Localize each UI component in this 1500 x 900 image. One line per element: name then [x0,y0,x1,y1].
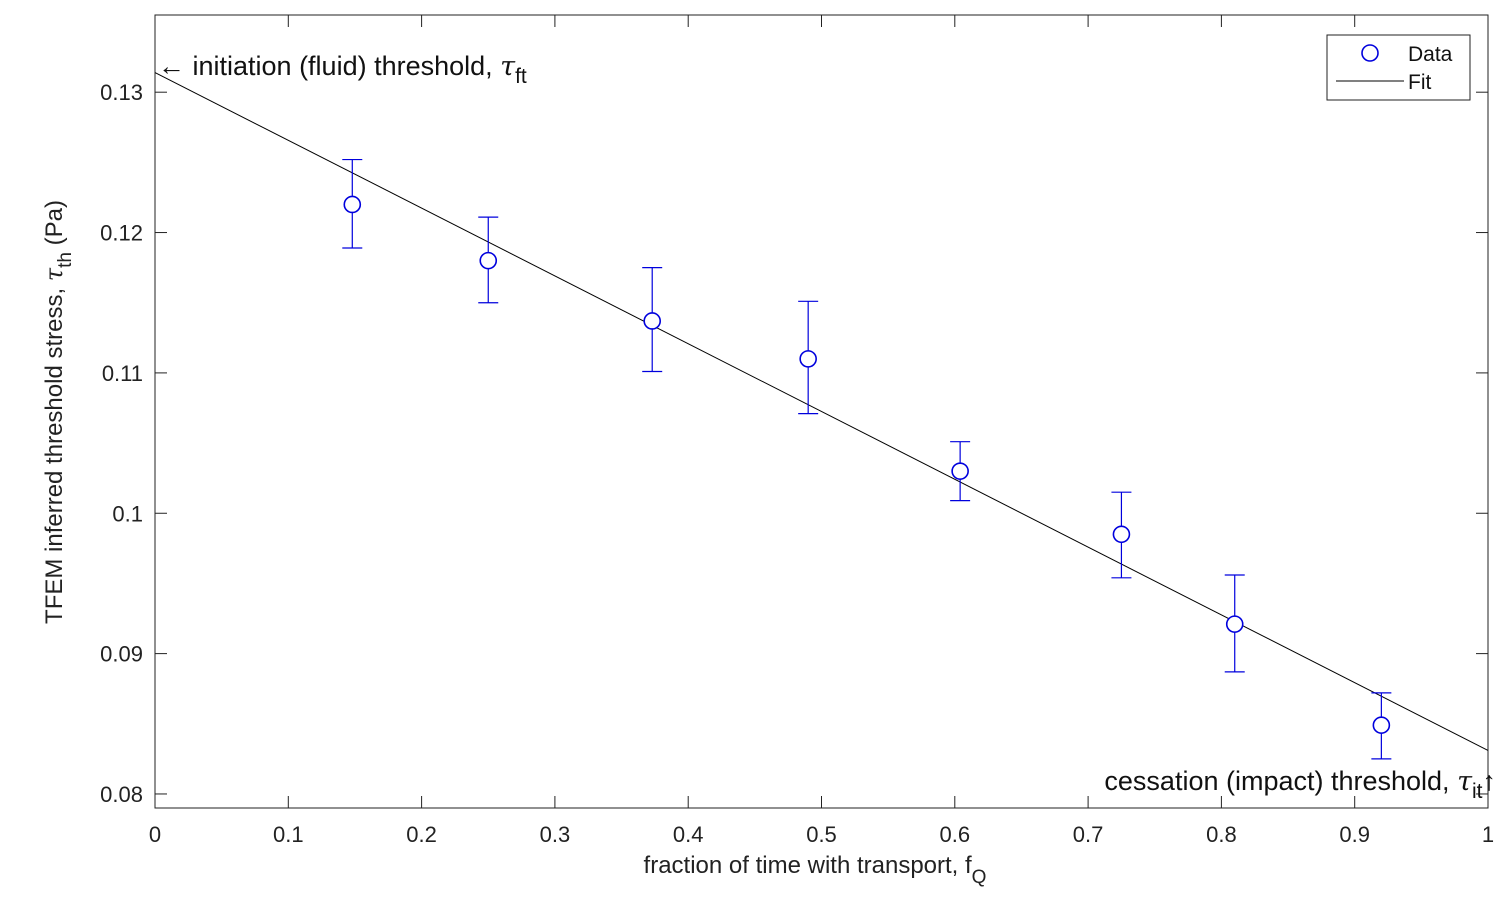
data-point [643,312,662,330]
x-tick-label: 0.5 [806,822,837,847]
x-tick-label: 0.7 [1073,822,1104,847]
data-point [1225,615,1244,633]
y-tick-label: 0.08 [100,782,143,807]
fit-line [154,72,1489,751]
x-tick-label: 0.9 [1339,822,1370,847]
axis-ticks [154,15,1489,808]
x-tick-label: 0.6 [940,822,971,847]
y-axis-label: TFEM inferred threshold stress, τth (Pa) [40,200,76,624]
data-point [951,462,969,480]
legend-fit-label: Fit [1408,71,1431,94]
x-tick-label: 0.1 [273,822,304,847]
fit-layer [154,72,1489,751]
annotation-impact-threshold: cessation (impact) threshold, τit↑ [1104,766,1496,803]
data-point [479,251,498,270]
y-tick-label: 0.12 [100,221,143,246]
x-tick-label: 0.8 [1206,822,1237,847]
data-layer [342,158,1392,760]
data-point [1372,716,1391,734]
x-tick-label: 1 [1482,822,1494,847]
y-tick-label: 0.11 [102,361,143,386]
x-tick-label: 0.4 [673,822,704,847]
y-tick-label: 0.13 [100,80,143,105]
data-point [799,350,817,368]
x-tick-label: 0 [149,822,161,847]
legend-box [1326,34,1471,101]
legend-data-label: Data [1408,43,1453,66]
tick-labels: 0 0.1 0.2 0.3 0.4 0.5 0.6 0.7 0.8 0.9 1 0.08 0.09 0.1… [100,80,1494,847]
x-axis-label: fraction of time with transport, fQ [644,852,987,888]
data-point [343,195,362,214]
x-tick-label: 0.3 [540,822,571,847]
annotation-fluid-threshold: ← initiation (fluid) threshold, τft [158,51,527,88]
legend: Data Fit [1326,34,1471,101]
y-tick-label: 0.09 [100,642,143,667]
data-point [1112,525,1131,544]
y-tick-label: 0.1 [112,501,143,526]
x-tick-label: 0.2 [406,822,437,847]
legend-data-marker [1361,44,1379,62]
